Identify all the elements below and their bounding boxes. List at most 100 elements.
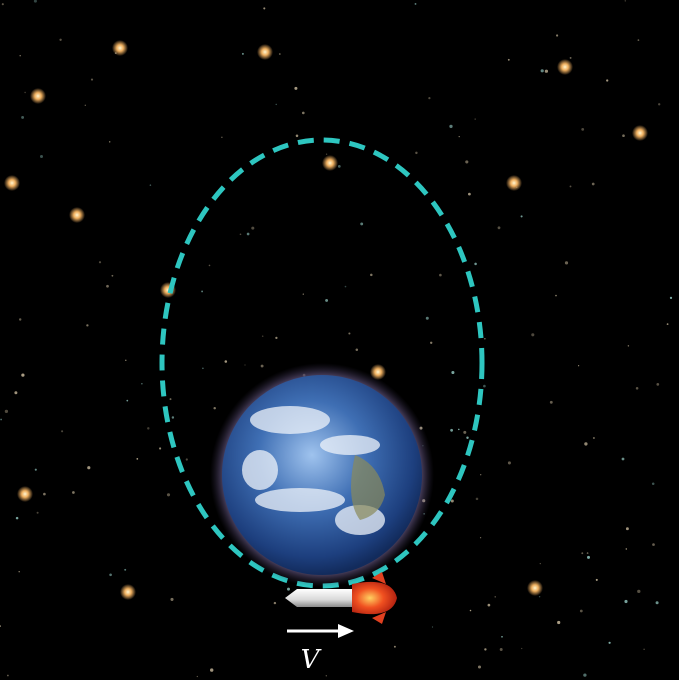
faint-star — [210, 668, 214, 672]
faint-star — [246, 232, 250, 236]
faint-star — [627, 345, 630, 347]
faint-star — [592, 436, 595, 440]
faint-star — [251, 226, 255, 230]
faint-star — [185, 458, 188, 461]
faint-star — [273, 601, 277, 605]
faint-star — [414, 2, 417, 5]
faint-star — [18, 570, 20, 573]
faint-star — [666, 323, 669, 325]
faint-star — [479, 537, 482, 539]
faint-star — [241, 52, 244, 55]
faint-star — [1, 3, 4, 6]
faint-star — [106, 284, 109, 288]
faint-star — [275, 103, 277, 106]
faint-star — [261, 335, 264, 337]
faint-star — [540, 69, 544, 73]
faint-star — [244, 364, 246, 366]
faint-star — [124, 568, 127, 571]
star — [69, 207, 85, 223]
faint-star — [0, 418, 2, 421]
faint-star — [325, 298, 329, 302]
faint-star — [111, 274, 114, 277]
faint-star — [239, 233, 242, 236]
faint-star — [428, 97, 431, 100]
faint-star — [555, 294, 557, 297]
faint-star — [655, 601, 659, 605]
star — [527, 580, 543, 596]
faint-star — [40, 155, 43, 158]
faint-star — [278, 53, 281, 55]
faint-star — [484, 338, 486, 340]
faint-star — [221, 136, 223, 138]
faint-star — [36, 511, 39, 514]
faint-star — [564, 261, 569, 265]
faint-star — [625, 527, 629, 531]
star — [30, 88, 46, 104]
faint-star — [170, 597, 174, 601]
faint-star — [24, 91, 26, 94]
faint-star — [360, 222, 364, 226]
orbit-path — [159, 137, 485, 589]
faint-star — [606, 79, 609, 82]
faint-star — [348, 332, 351, 335]
faint-star — [484, 648, 487, 651]
faint-star — [370, 273, 373, 277]
faint-star — [635, 387, 639, 390]
star — [257, 44, 273, 60]
faint-star — [583, 673, 587, 677]
faint-star — [136, 458, 139, 460]
faint-star — [625, 548, 628, 550]
faint-star — [109, 573, 112, 577]
faint-star — [43, 492, 46, 496]
faint-star — [90, 78, 94, 81]
faint-star — [624, 599, 628, 604]
faint-star — [656, 383, 660, 386]
faint-star — [450, 428, 453, 432]
faint-star — [494, 596, 496, 598]
faint-star — [294, 86, 298, 90]
faint-star — [501, 635, 503, 638]
star — [120, 584, 136, 600]
faint-star — [569, 185, 572, 188]
faint-star — [458, 135, 460, 138]
arrow-head — [338, 624, 354, 638]
faint-star — [325, 153, 328, 155]
faint-star — [465, 160, 469, 164]
faint-star — [544, 69, 549, 73]
faint-star — [260, 364, 264, 368]
rocket-fins — [372, 572, 386, 624]
rocket-engine — [352, 581, 397, 615]
faint-star — [579, 609, 583, 613]
star — [17, 486, 33, 502]
faint-star — [487, 603, 491, 607]
faint-star — [497, 226, 501, 230]
faint-star — [458, 428, 460, 431]
faint-star — [166, 493, 171, 497]
faint-star — [637, 589, 641, 594]
faint-star — [451, 370, 455, 375]
faint-star — [477, 665, 482, 669]
faint-star — [18, 318, 22, 321]
faint-star — [0, 625, 1, 628]
faint-star — [415, 151, 418, 155]
faint-star — [549, 400, 553, 404]
faint-star — [651, 482, 655, 486]
faint-star — [557, 620, 561, 625]
star — [632, 125, 648, 141]
faint-star — [466, 436, 469, 440]
faint-star — [449, 124, 453, 129]
faint-star — [468, 192, 471, 196]
faint-star — [587, 555, 590, 559]
faint-star — [586, 552, 589, 554]
faint-star — [196, 675, 198, 678]
faint-star — [287, 587, 290, 591]
faint-star — [474, 262, 477, 266]
faint-star — [302, 293, 304, 295]
faint-star — [126, 399, 129, 402]
faint-star — [224, 360, 228, 363]
faint-star — [581, 128, 585, 131]
faint-star — [624, 0, 627, 2]
faint-star — [430, 341, 433, 344]
